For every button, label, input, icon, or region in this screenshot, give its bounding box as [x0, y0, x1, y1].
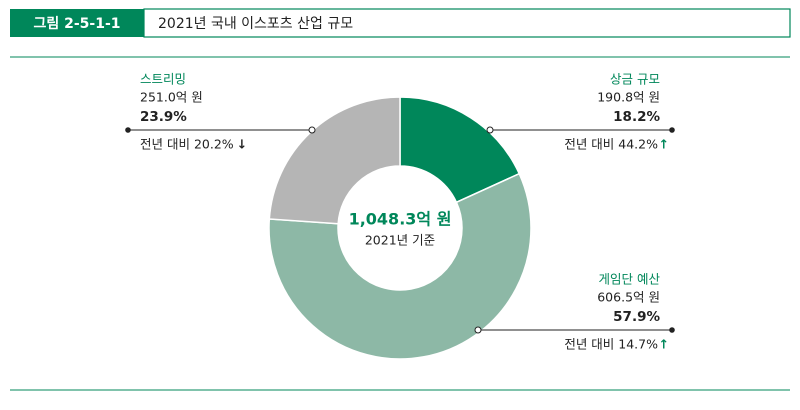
- value-label: 18.2%: [613, 109, 660, 125]
- slice: [399, 96, 521, 204]
- category-label: 스트리밍: [140, 72, 186, 87]
- slice: [268, 96, 401, 225]
- change-arrow: ↑: [659, 137, 669, 152]
- value-label: 57.9%: [613, 309, 660, 325]
- callout-anchor: [308, 126, 316, 134]
- change-label: 전년 대비 14.7%: [564, 337, 658, 352]
- callout-dot: [669, 327, 675, 333]
- category-label: 게임단 예산: [599, 272, 661, 287]
- figure-label: 그림 2-5-1-1: [33, 16, 120, 32]
- figure-label-box: [10, 9, 144, 37]
- center-label: 1,048.3억 원: [349, 210, 452, 229]
- amount-label: 606.5억 원: [597, 290, 660, 305]
- amount-label: 251.0억 원: [140, 90, 203, 105]
- chart-title: 2021년 국내 이스포츠 산업 규모: [158, 16, 353, 32]
- callout-dot: [125, 127, 131, 133]
- callout-dot: [669, 127, 675, 133]
- callout-anchor: [486, 126, 494, 134]
- callout-anchor: [474, 326, 482, 334]
- amount-label: 190.8억 원: [597, 90, 660, 105]
- center-sublabel: 2021년 기준: [365, 233, 435, 248]
- slice: [268, 172, 532, 360]
- title-box: [143, 8, 791, 38]
- change-label: 전년 대비 44.2%: [564, 137, 658, 152]
- value-label: 23.9%: [140, 109, 187, 125]
- change-arrow: ↓: [237, 137, 247, 152]
- category-label: 상금 규모: [610, 72, 660, 87]
- change-arrow: ↑: [659, 337, 669, 352]
- change-label: 전년 대비 20.2%: [140, 137, 234, 152]
